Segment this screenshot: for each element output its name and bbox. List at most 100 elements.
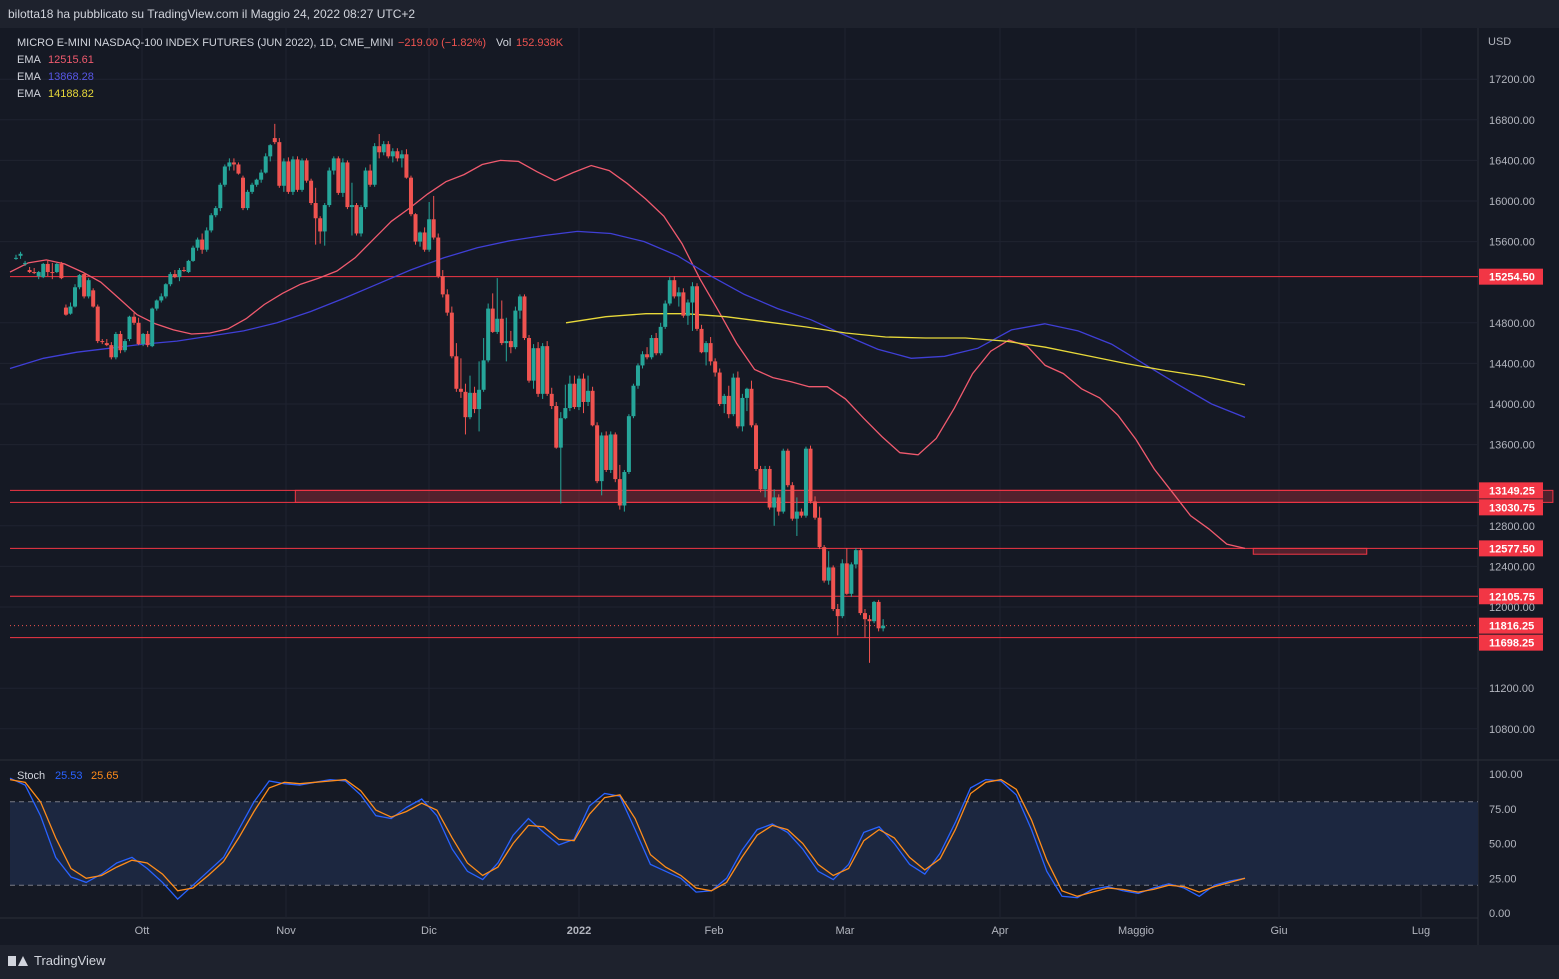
candle-body bbox=[817, 517, 822, 548]
candle-body bbox=[454, 356, 459, 389]
candle-body bbox=[735, 377, 740, 427]
legend-ema3-label: EMA bbox=[17, 88, 42, 100]
legend-stoch-d: 25.65 bbox=[91, 770, 119, 782]
candle-body bbox=[59, 263, 64, 279]
candle-body bbox=[572, 383, 577, 408]
legend-ema2-label: EMA bbox=[17, 71, 42, 83]
legend-vol-value: 152.938K bbox=[516, 37, 564, 49]
candle-body bbox=[563, 408, 568, 419]
candle-body bbox=[527, 338, 532, 381]
legend-change: −219.00 (−1.82%) bbox=[398, 37, 486, 49]
legend-symbol: MICRO E-MINI NASDAQ-100 INDEX FUTURES (J… bbox=[17, 37, 394, 49]
candle-body bbox=[613, 434, 618, 480]
candle-body bbox=[91, 290, 96, 307]
candle-body bbox=[853, 550, 858, 565]
candle-body bbox=[876, 601, 881, 629]
candle-body bbox=[445, 294, 450, 313]
price-level-label-bg bbox=[1479, 482, 1543, 499]
candle-body bbox=[245, 191, 250, 209]
publish-text: bilotta18 ha pubblicato su TradingView.c… bbox=[8, 7, 416, 21]
tradingview-icon bbox=[8, 954, 28, 968]
ema-slow-line bbox=[565, 313, 1246, 386]
candle-body bbox=[626, 416, 631, 473]
candle-body bbox=[831, 567, 836, 610]
candle-body bbox=[222, 166, 227, 185]
candle-body bbox=[427, 219, 432, 250]
price-level-label-bg bbox=[1479, 588, 1543, 605]
candle-body bbox=[803, 448, 808, 516]
candle-body bbox=[263, 156, 268, 173]
candle-body bbox=[377, 146, 382, 153]
candle-body bbox=[740, 397, 745, 427]
candle-body bbox=[63, 307, 68, 315]
candle-body bbox=[118, 333, 123, 351]
candle-body bbox=[862, 613, 867, 620]
candle-body bbox=[872, 601, 877, 622]
candle-body bbox=[14, 257, 18, 259]
candle-body bbox=[749, 388, 754, 426]
price-tick-label: 13600.00 bbox=[1489, 440, 1535, 452]
time-tick-label: Maggio bbox=[1118, 925, 1154, 937]
candle-body bbox=[754, 425, 759, 469]
price-level-label-bg bbox=[1479, 540, 1543, 557]
candle-body bbox=[463, 391, 468, 418]
candle-body bbox=[141, 333, 146, 345]
candle-body bbox=[290, 159, 295, 192]
ema-mid-line bbox=[9, 230, 1246, 419]
time-tick-label: Apr bbox=[991, 925, 1008, 937]
resistance-zone bbox=[294, 489, 1554, 503]
candle-body bbox=[41, 263, 46, 278]
candle-body bbox=[295, 159, 300, 190]
candle-body bbox=[359, 207, 364, 234]
candle-body bbox=[395, 151, 400, 159]
candle-body bbox=[318, 218, 323, 232]
candle-body bbox=[844, 563, 849, 594]
stoch-tick-label: 0.00 bbox=[1489, 908, 1510, 920]
candle-body bbox=[18, 253, 23, 256]
candle-body bbox=[517, 296, 522, 311]
candle-body bbox=[231, 162, 236, 165]
candle-body bbox=[622, 472, 627, 506]
candle-body bbox=[576, 378, 581, 408]
candle-body bbox=[504, 341, 509, 344]
candle-body bbox=[163, 284, 168, 297]
candle-body bbox=[340, 162, 345, 193]
candle-body bbox=[204, 230, 209, 250]
candle-body bbox=[472, 392, 477, 410]
candle-body bbox=[277, 142, 282, 186]
stoch-d-line bbox=[9, 778, 1246, 897]
price-level-label-bg bbox=[1479, 634, 1543, 651]
candle-body bbox=[313, 203, 318, 219]
candle-body bbox=[109, 345, 114, 358]
legend-ema1-value: 12515.61 bbox=[48, 54, 94, 66]
candle-body bbox=[690, 286, 695, 303]
candle-body bbox=[549, 393, 554, 407]
price-level-label: 11698.25 bbox=[1489, 638, 1534, 650]
candle-body bbox=[495, 318, 500, 332]
price-level-label-bg bbox=[1479, 617, 1543, 634]
candle-body bbox=[763, 468, 768, 490]
tradingview-logo[interactable]: TradingView bbox=[8, 953, 106, 968]
candle-body bbox=[309, 180, 314, 204]
candle-body bbox=[717, 372, 722, 404]
candle-body bbox=[704, 343, 709, 353]
candle-body bbox=[390, 151, 395, 157]
price-level-label-bg bbox=[1479, 499, 1543, 516]
candle-body bbox=[132, 316, 137, 323]
candle-body bbox=[631, 385, 636, 417]
time-tick-label: Mar bbox=[836, 925, 855, 937]
candle-body bbox=[813, 501, 818, 518]
time-tick-label: Dic bbox=[421, 925, 437, 937]
candle-body bbox=[304, 160, 309, 181]
candle-body bbox=[23, 262, 28, 264]
candle-body bbox=[499, 318, 504, 344]
candle-body bbox=[281, 161, 286, 186]
candle-body bbox=[413, 214, 418, 242]
candle-body bbox=[272, 138, 277, 143]
candle-body bbox=[127, 316, 132, 340]
price-tick-label: 12000.00 bbox=[1489, 602, 1535, 614]
price-tick-label: 16800.00 bbox=[1489, 115, 1535, 127]
candle-body bbox=[418, 232, 423, 242]
stoch-k-line bbox=[9, 777, 1246, 901]
